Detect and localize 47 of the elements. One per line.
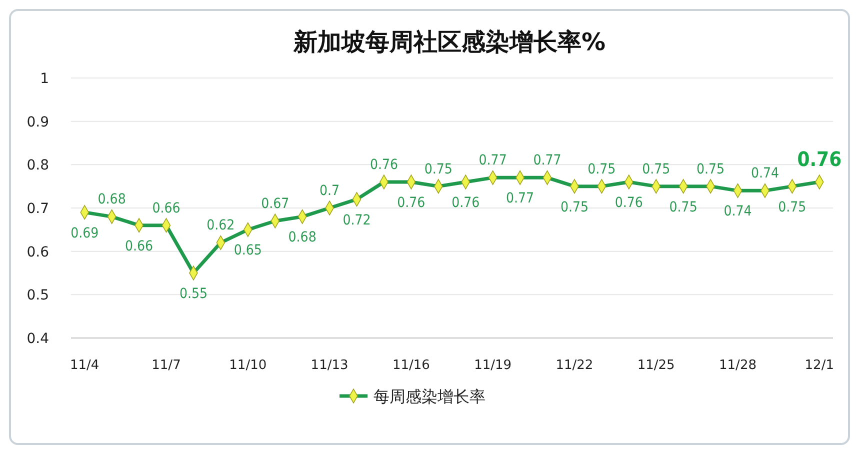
data-label: 0.77	[506, 190, 534, 207]
data-label: 0.75	[424, 161, 452, 178]
data-label: 0.65	[234, 242, 262, 259]
data-label: 0.66	[152, 200, 180, 216]
x-tick-label: 11/28	[719, 358, 756, 373]
y-tick-label: 0.6	[26, 244, 50, 260]
x-tick-label: 11/19	[474, 358, 512, 373]
legend-label: 每周感染增长率	[374, 387, 486, 406]
y-tick-label: 0.4	[26, 331, 50, 347]
data-label: 0.75	[669, 199, 698, 216]
data-label: 0.75	[588, 161, 616, 178]
y-tick-label: 0.9	[26, 114, 49, 130]
data-label: 0.68	[98, 192, 126, 208]
data-label: 0.68	[288, 230, 316, 246]
data-label: 0.76	[397, 195, 426, 211]
chart-title: 新加坡每周社区感染增长率%	[292, 28, 606, 56]
data-label: 0.76	[452, 195, 480, 211]
data-label: 0.76	[370, 157, 398, 173]
data-label: 0.75	[696, 161, 725, 178]
x-tick-label: 11/16	[392, 358, 430, 373]
data-label: 0.7	[320, 183, 340, 199]
data-label: 0.75	[778, 199, 806, 216]
x-tick-label: 12/1	[804, 358, 834, 373]
data-label: 0.76	[614, 195, 643, 211]
data-label: 0.76	[797, 147, 842, 171]
x-tick-label: 11/25	[637, 358, 675, 373]
data-label: 0.66	[125, 238, 154, 254]
data-label: 0.55	[179, 286, 208, 302]
data-label: 0.62	[206, 218, 235, 234]
data-label: 0.75	[560, 199, 588, 216]
x-tick-label: 11/4	[70, 358, 100, 373]
data-label: 0.75	[642, 161, 670, 178]
data-label: 0.72	[342, 212, 371, 228]
y-tick-label: 0.7	[26, 201, 49, 217]
data-label: 0.77	[478, 152, 507, 169]
y-tick-label: 0.5	[26, 288, 49, 304]
x-tick-label: 11/7	[152, 358, 181, 373]
data-label: 0.77	[533, 152, 562, 169]
x-tick-label: 11/22	[556, 358, 594, 373]
y-tick-label: 1	[40, 71, 49, 87]
y-tick-label: 0.8	[26, 158, 49, 174]
data-label: 0.67	[261, 196, 290, 212]
data-label: 0.74	[724, 204, 752, 220]
data-label: 0.74	[750, 166, 779, 182]
x-tick-label: 11/10	[229, 358, 267, 373]
data-label: 0.69	[70, 225, 99, 242]
x-tick-label: 11/13	[310, 358, 348, 373]
